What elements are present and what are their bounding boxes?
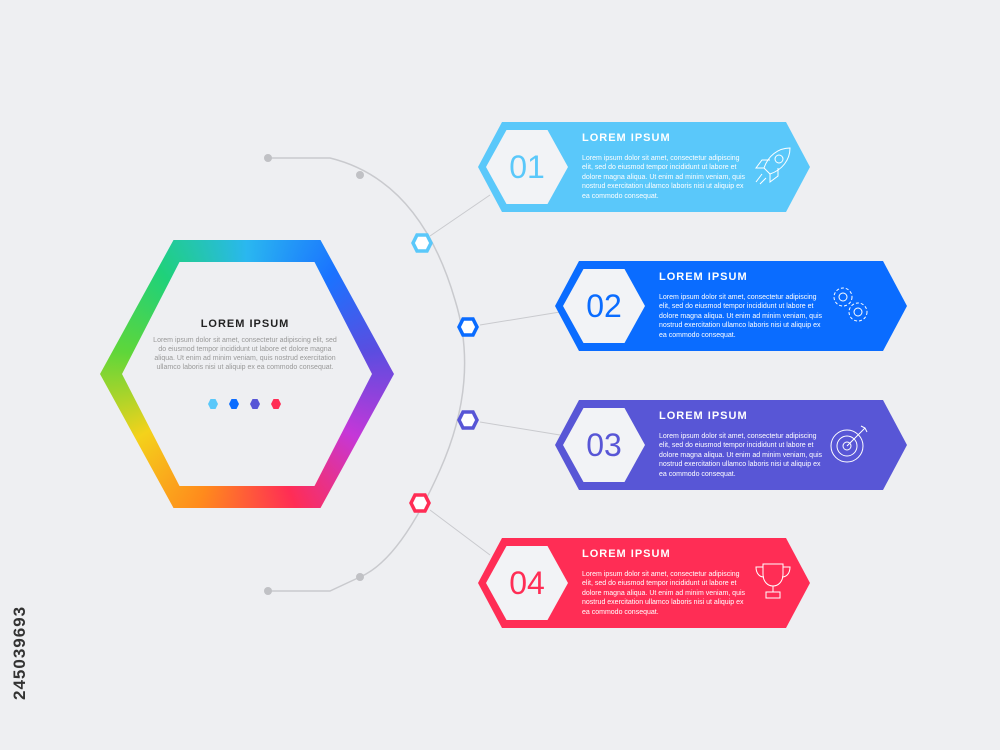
gears-icon — [827, 281, 873, 327]
step-title: LOREM IPSUM — [659, 410, 748, 422]
step-title: LOREM IPSUM — [659, 271, 748, 283]
step-box-01: 01 LOREM IPSUM Lorem ipsum dolor sit ame… — [478, 122, 810, 212]
step-number: 02 — [563, 269, 645, 343]
step-body: Lorem ipsum dolor sit amet, consectetur … — [659, 294, 823, 339]
step-box-03: 03 LOREM IPSUM Lorem ipsum dolor sit ame… — [555, 400, 907, 490]
step-body: Lorem ipsum dolor sit amet, consectetur … — [582, 155, 746, 200]
center-text: LOREM IPSUM Lorem ipsum dolor sit amet, … — [150, 318, 340, 372]
center-hexagon — [122, 262, 372, 486]
step-body: Lorem ipsum dolor sit amet, consectetur … — [659, 433, 823, 478]
center-title: LOREM IPSUM — [200, 318, 290, 330]
step-number: 04 — [486, 546, 568, 620]
step-body: Lorem ipsum dolor sit amet, consectetur … — [582, 571, 746, 616]
dot-light-blue — [208, 399, 218, 409]
trophy-icon — [750, 558, 796, 604]
step-number: 03 — [563, 408, 645, 482]
step-box-04: 04 LOREM IPSUM Lorem ipsum dolor sit ame… — [478, 538, 810, 628]
color-dots — [208, 399, 281, 409]
target-icon — [827, 420, 873, 466]
node-hex-2 — [457, 317, 479, 337]
step-title: LOREM IPSUM — [582, 132, 671, 144]
dot-red — [271, 399, 281, 409]
stock-id: 245039693 — [10, 605, 29, 700]
dot-blue — [229, 399, 239, 409]
center-body: Lorem ipsum dolor sit amet, consectetur … — [153, 337, 337, 371]
node-hex-3 — [457, 410, 479, 430]
step-box-02: 02 LOREM IPSUM Lorem ipsum dolor sit ame… — [555, 261, 907, 351]
rocket-icon — [750, 142, 796, 188]
step-title: LOREM IPSUM — [582, 548, 671, 560]
step-number: 01 — [486, 130, 568, 204]
node-hex-4 — [409, 493, 431, 513]
dot-purple — [250, 399, 260, 409]
node-hex-1 — [411, 233, 433, 253]
